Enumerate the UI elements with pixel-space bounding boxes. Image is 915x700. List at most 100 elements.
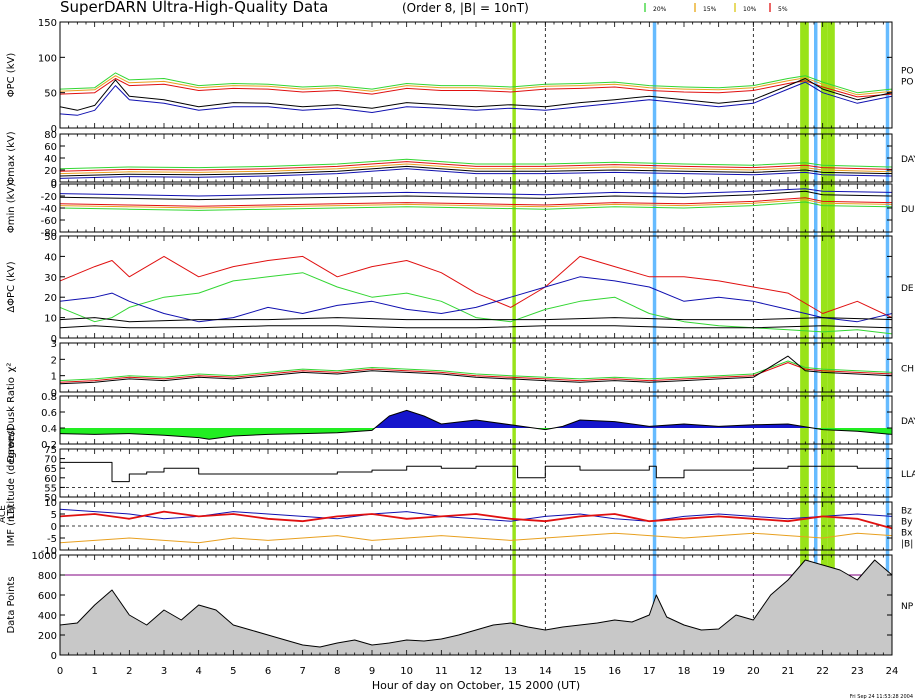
x-tick-label: 0 xyxy=(57,666,63,677)
panel-dpc: 0 10 20 30 40 50 ΔΦPC (kV) DE xyxy=(6,232,914,345)
x-tick-label: 12 xyxy=(470,666,483,677)
y-tick-label: 10 xyxy=(44,314,57,325)
y-tick-label: 60 xyxy=(44,142,57,153)
y-tick-label: -5 xyxy=(47,534,57,545)
y-tick-label: 50 xyxy=(44,89,57,100)
right-label: DU xyxy=(901,205,915,215)
right-label: |B| xyxy=(901,540,913,550)
y-tick-label: 65 xyxy=(44,464,57,475)
series-line-orange xyxy=(59,199,893,209)
y-tick-label: 2 xyxy=(51,355,57,366)
series-line-red xyxy=(59,255,893,319)
series-line-black xyxy=(60,461,892,483)
x-tick-label: 15 xyxy=(574,666,587,677)
x-tick-label: 16 xyxy=(608,666,621,677)
series-line-black xyxy=(59,559,893,648)
panel-min: -80-60-40-200 Φmin (kV) DU xyxy=(6,180,915,239)
legend-label: 10% xyxy=(743,6,757,13)
series-line-orange xyxy=(59,163,893,175)
y-tick-label: 75 xyxy=(44,445,57,456)
y-tick-label: 3 xyxy=(51,339,57,350)
series-fill xyxy=(60,560,892,655)
x-tick-label: 13 xyxy=(504,666,517,677)
y-tick-label: 0.6 xyxy=(41,408,57,419)
series-line-blue xyxy=(59,188,893,197)
y-tick-label: 20 xyxy=(44,166,57,177)
y-tick-label: -40 xyxy=(41,204,57,215)
y-tick-label: 55 xyxy=(44,483,57,494)
legend-label: 20% xyxy=(653,6,667,13)
x-tick-label: 20 xyxy=(747,666,760,677)
series-line-blue xyxy=(59,81,893,116)
y-tick-label: 0 xyxy=(51,180,57,191)
x-tick-label: 23 xyxy=(851,666,864,677)
y-tick-label: 50 xyxy=(44,232,57,243)
ratio-dusk-fill xyxy=(60,428,892,440)
series-line-green xyxy=(59,201,893,211)
y-axis-label: Data Points xyxy=(6,576,17,633)
right-label: PO xyxy=(901,67,914,77)
y-tick-label: 70 xyxy=(44,455,57,466)
y-tick-label: 40 xyxy=(44,154,57,165)
x-tick-label: 9 xyxy=(369,666,375,677)
y-axis-label: Φmax (kV) xyxy=(6,131,17,184)
y-tick-label: 50 xyxy=(44,493,57,504)
x-axis-label: Hour of day on October, 15 2000 (UT) xyxy=(372,679,580,692)
x-tick-label: 5 xyxy=(230,666,236,677)
timestamp: Fri Sep 24 11:53:28 2004 xyxy=(850,694,913,700)
y-tick-label: 0 xyxy=(51,124,57,135)
x-tick-label: 10 xyxy=(400,666,413,677)
y-tick-label: 40 xyxy=(44,252,57,263)
x-tick-label: 6 xyxy=(265,666,271,677)
right-label: DE xyxy=(901,284,914,294)
y-axis-label: ΦPC (kV) xyxy=(6,53,17,98)
y-axis-label: IMF (nT) xyxy=(6,506,17,547)
series-line-black xyxy=(59,325,893,329)
y-tick-label: 600 xyxy=(38,591,57,602)
y-tick-label: 0 xyxy=(51,522,57,533)
series-line-blue xyxy=(59,168,893,179)
y-tick-label: -80 xyxy=(41,228,57,239)
x-tick-label: 11 xyxy=(435,666,448,677)
y-tick-label: 10 xyxy=(44,498,57,509)
y-tick-label: -20 xyxy=(41,192,57,203)
right-label: Bx xyxy=(901,529,913,539)
series-line-black xyxy=(59,317,893,323)
chart-title: SuperDARN Ultra-High-Quality Data xyxy=(60,0,328,16)
right-label: PO xyxy=(901,78,914,88)
series-line-red xyxy=(59,197,893,207)
y-tick-label: 80 xyxy=(44,130,57,141)
series-line-black xyxy=(59,409,893,440)
series-line-black xyxy=(59,165,893,177)
panel-chi: 0 1 2 3 χ² CH xyxy=(6,339,914,399)
x-tick-label: 1 xyxy=(91,666,97,677)
y-tick-label: 400 xyxy=(38,611,57,622)
x-tick-label: 21 xyxy=(782,666,795,677)
y-tick-label: 0 xyxy=(51,388,57,399)
x-tick-label: 17 xyxy=(643,666,656,677)
panel-npts: 0 200 400 600 800 1000 Data Points NP xyxy=(6,551,914,662)
y-tick-label: 0.4 xyxy=(41,424,57,435)
right-label: Bz xyxy=(901,507,912,517)
series-line-black xyxy=(59,190,893,201)
x-axis: 0 1 2 3 4 5 6 7 8 9 10 11 12 13 14 15 16 17 18 19 20 21 22 23 24 xyxy=(57,666,899,677)
series-line-red xyxy=(59,78,893,98)
y-axis-label-secondary: ACE xyxy=(0,505,8,523)
y-tick-label: 200 xyxy=(38,631,57,642)
y-tick-label: -60 xyxy=(41,216,57,227)
x-tick-label: 22 xyxy=(816,666,829,677)
y-tick-label: 1000 xyxy=(32,551,57,562)
y-tick-label: 0.8 xyxy=(41,392,57,403)
ratio-dawn-fill xyxy=(60,410,892,428)
legend-label: 15% xyxy=(703,6,717,13)
y-tick-label: 100 xyxy=(38,53,57,64)
x-tick-label: 2 xyxy=(126,666,132,677)
series-line-red xyxy=(59,161,893,172)
y-axis-label: Φmin (kV) xyxy=(6,183,17,233)
